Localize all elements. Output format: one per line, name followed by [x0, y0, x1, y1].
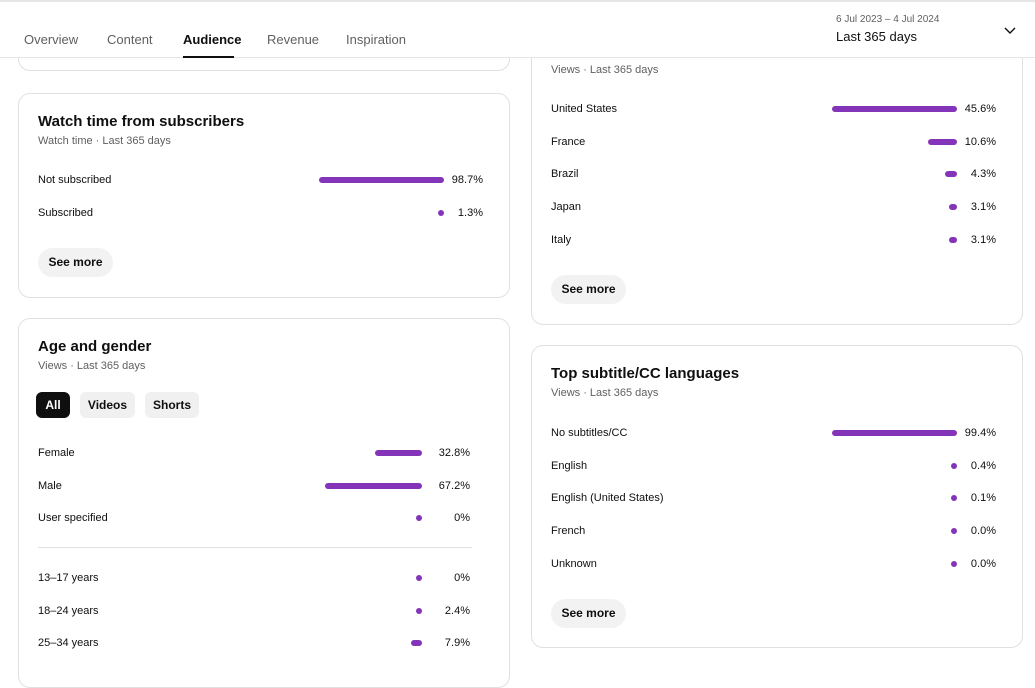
dropdown-icon[interactable] [1003, 26, 1017, 36]
date-period[interactable]: Last 365 days [836, 29, 917, 44]
header: Overview Content Audience Revenue Inspir… [0, 0, 1035, 58]
bar [374, 450, 422, 456]
filter-chip[interactable]: Videos [80, 392, 135, 418]
card: Age and gender Views · Last 365 days All… [18, 318, 510, 688]
filter-chip[interactable]: Shorts [145, 392, 199, 418]
percent-label: 98.7% [451, 174, 483, 186]
divider [38, 547, 472, 548]
percent-label: 67.2% [438, 479, 470, 492]
tab[interactable]: Audience [183, 32, 242, 47]
percent-label: 99.4% [964, 427, 996, 439]
percent-label: 0% [454, 572, 470, 584]
row-label: 25–34 years [38, 637, 99, 650]
bar [951, 560, 957, 567]
row-label: Italy [551, 233, 572, 246]
filter-chip[interactable]: All [36, 392, 70, 418]
row-label: Not subscribed [38, 174, 112, 186]
percent-label: 7.9% [444, 637, 470, 650]
date-range[interactable]: 6 Jul 2023 – 4 Jul 2024 [836, 14, 940, 25]
card-title: Age and gender [38, 338, 152, 355]
bar [951, 495, 957, 502]
card-subtitle: Views · Last 365 days [551, 64, 659, 76]
bar [410, 640, 422, 647]
bar [319, 177, 444, 183]
percent-label: 4.3% [970, 168, 996, 181]
percent-label: 10.6% [964, 135, 996, 148]
bar [948, 204, 957, 211]
card-subtitle: Views · Last 365 days [38, 360, 146, 372]
bar [438, 209, 444, 216]
bar [832, 430, 957, 436]
card-subtitle: Views · Last 365 days [551, 387, 659, 399]
bar [948, 236, 957, 243]
percent-label: 0.0% [970, 525, 996, 538]
row-label: English (United States) [551, 492, 664, 505]
row-label: French [551, 525, 586, 538]
bar [416, 515, 422, 522]
see-more-button[interactable]: See more [551, 599, 626, 628]
percent-label: 3.1% [970, 201, 996, 214]
percent-label: 0.4% [970, 459, 996, 472]
row-label: France [551, 135, 586, 148]
bar [832, 106, 957, 112]
bar [951, 462, 957, 469]
percent-label: 0.0% [970, 557, 996, 570]
bar [416, 575, 422, 581]
percent-label: 45.6% [964, 103, 996, 115]
tab[interactable]: Revenue [267, 32, 320, 47]
row-label: No subtitles/CC [551, 427, 628, 439]
card-title: Top subtitle/CC languages [551, 365, 740, 382]
bar [325, 482, 422, 489]
bar [945, 171, 957, 178]
percent-label: 0% [454, 512, 470, 525]
tab-underline [183, 56, 234, 58]
row-label: Male [38, 479, 62, 492]
row-label: Japan [551, 201, 581, 214]
percent-label: 1.3% [457, 206, 483, 219]
row-label: English [551, 459, 588, 472]
row-label: Female [38, 447, 75, 459]
percent-label: 0.1% [970, 492, 996, 505]
bar [416, 607, 422, 614]
tab[interactable]: Content [107, 32, 153, 47]
row-label: Unknown [551, 557, 597, 570]
card: Watch time from subscribers Watch time ·… [18, 93, 510, 298]
tab[interactable]: Inspiration [346, 32, 406, 47]
card: Top subtitle/CC languages Views · Last 3… [531, 345, 1023, 648]
percent-label: 3.1% [970, 233, 996, 246]
row-label: United States [551, 103, 618, 115]
tab[interactable]: Overview [24, 32, 79, 47]
bar [951, 528, 957, 535]
row-label: User specified [38, 512, 108, 525]
row-label: 13–17 years [38, 572, 99, 584]
percent-label: 32.8% [438, 447, 470, 459]
see-more-button[interactable]: See more [551, 275, 626, 304]
row-label: 18–24 years [38, 604, 99, 617]
row-label: Subscribed [38, 206, 94, 219]
card-subtitle: Watch time · Last 365 days [38, 135, 171, 147]
bar [927, 138, 957, 145]
see-more-button[interactable]: See more [38, 248, 113, 277]
card-title: Watch time from subscribers [38, 113, 245, 130]
percent-label: 2.4% [444, 604, 470, 617]
row-label: Brazil [551, 168, 579, 181]
